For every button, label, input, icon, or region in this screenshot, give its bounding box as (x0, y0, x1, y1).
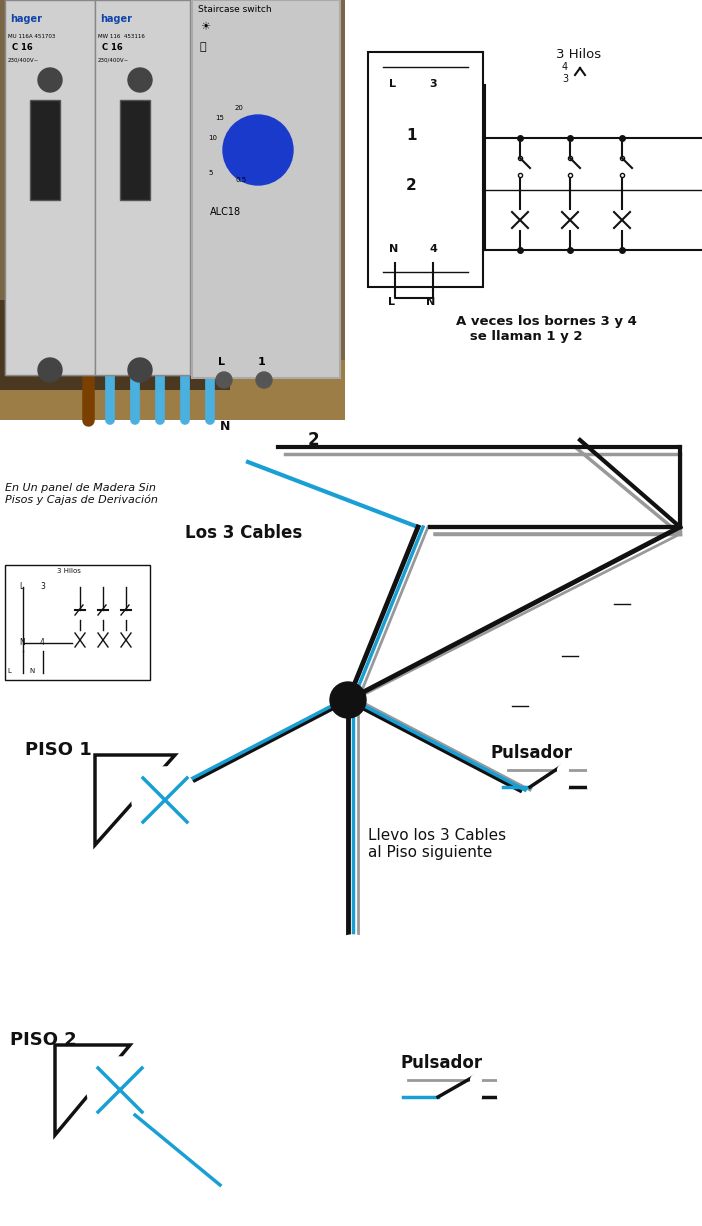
Circle shape (588, 782, 598, 792)
Text: 2: 2 (308, 432, 319, 449)
Text: L: L (19, 582, 23, 591)
Text: ⏱: ⏱ (200, 42, 206, 51)
Bar (5, 0, 190, 375)
Text: hager: hager (100, 13, 132, 25)
Text: 230/400V~: 230/400V~ (98, 58, 129, 63)
Bar (348, 0, 702, 390)
Text: 15: 15 (215, 115, 224, 121)
Circle shape (96, 633, 110, 647)
Circle shape (15, 635, 31, 651)
Text: L: L (218, 357, 225, 367)
Bar (5, 0, 95, 375)
Text: N: N (29, 668, 34, 674)
Circle shape (498, 1092, 508, 1102)
Text: PISO 1: PISO 1 (25, 741, 92, 759)
Circle shape (216, 371, 232, 387)
Bar (0, 360, 345, 421)
Bar (120, 101, 150, 200)
Circle shape (471, 1092, 481, 1102)
Circle shape (128, 67, 152, 92)
Text: hager: hager (10, 13, 42, 25)
Text: Pulsador: Pulsador (490, 744, 572, 763)
Text: N: N (19, 638, 25, 647)
Text: Staircase switch: Staircase switch (198, 5, 272, 13)
Text: 3 Hilos: 3 Hilos (57, 568, 81, 574)
Text: 4: 4 (562, 63, 568, 72)
Circle shape (15, 579, 31, 595)
Text: 4: 4 (40, 638, 45, 647)
Circle shape (38, 67, 62, 92)
Bar (0, 0, 345, 421)
Text: 3 Hilos: 3 Hilos (556, 48, 601, 61)
Text: 230/400V~: 230/400V~ (8, 58, 39, 63)
Bar (192, 0, 340, 378)
Text: Llevo los 3 Cables
al Piso siguiente: Llevo los 3 Cables al Piso siguiente (368, 828, 506, 859)
Circle shape (329, 935, 377, 984)
Circle shape (611, 208, 633, 230)
Bar (368, 51, 483, 287)
Bar (95, 0, 190, 375)
Circle shape (382, 72, 408, 98)
Text: ☀: ☀ (200, 22, 210, 32)
Bar (30, 101, 60, 200)
Circle shape (38, 358, 62, 383)
Text: ALC18: ALC18 (210, 207, 241, 217)
Text: C 16: C 16 (12, 43, 33, 51)
Circle shape (35, 579, 51, 595)
Circle shape (382, 237, 408, 264)
Circle shape (128, 358, 152, 383)
Text: Los 3 Cables: Los 3 Cables (185, 524, 303, 542)
Circle shape (133, 767, 197, 832)
Circle shape (223, 115, 293, 185)
Text: 0.5: 0.5 (235, 177, 246, 183)
Circle shape (558, 765, 568, 775)
Text: MW 116  453116: MW 116 453116 (98, 34, 145, 39)
Bar (5, 565, 150, 680)
Circle shape (558, 782, 568, 792)
Circle shape (471, 1075, 481, 1085)
Text: 4: 4 (429, 244, 437, 254)
Circle shape (559, 208, 581, 230)
Text: N: N (426, 297, 435, 306)
Text: N: N (389, 244, 398, 254)
Text: Pulsador: Pulsador (400, 1054, 482, 1072)
Text: L: L (388, 297, 395, 306)
Circle shape (509, 208, 531, 230)
Text: 1: 1 (406, 128, 416, 143)
Text: 3: 3 (562, 74, 568, 85)
Circle shape (119, 633, 133, 647)
Text: 10: 10 (208, 135, 217, 141)
Text: MU 116A 451703: MU 116A 451703 (8, 34, 55, 39)
Text: En Un panel de Madera Sin
Pisos y Cajas de Derivación: En Un panel de Madera Sin Pisos y Cajas … (5, 483, 158, 505)
Text: L: L (7, 668, 11, 674)
Circle shape (498, 1075, 508, 1085)
Circle shape (420, 237, 446, 264)
Text: L: L (389, 78, 396, 89)
Circle shape (588, 765, 598, 775)
Text: 3: 3 (429, 78, 437, 89)
Text: N: N (220, 421, 230, 433)
Circle shape (330, 682, 366, 718)
Text: 20: 20 (235, 105, 244, 112)
Circle shape (88, 1058, 152, 1122)
Circle shape (35, 635, 51, 651)
Bar (0, 300, 230, 390)
Text: 3: 3 (40, 582, 45, 591)
Text: 1: 1 (258, 357, 266, 367)
Text: C 16: C 16 (102, 43, 123, 51)
Circle shape (73, 633, 87, 647)
Text: PISO 2: PISO 2 (10, 1031, 77, 1049)
Text: 5: 5 (208, 170, 213, 177)
Circle shape (256, 371, 272, 387)
Circle shape (420, 72, 446, 98)
Text: A veces los bornes 3 y 4
   se llaman 1 y 2: A veces los bornes 3 y 4 se llaman 1 y 2 (456, 315, 637, 343)
Text: 2: 2 (406, 178, 417, 192)
